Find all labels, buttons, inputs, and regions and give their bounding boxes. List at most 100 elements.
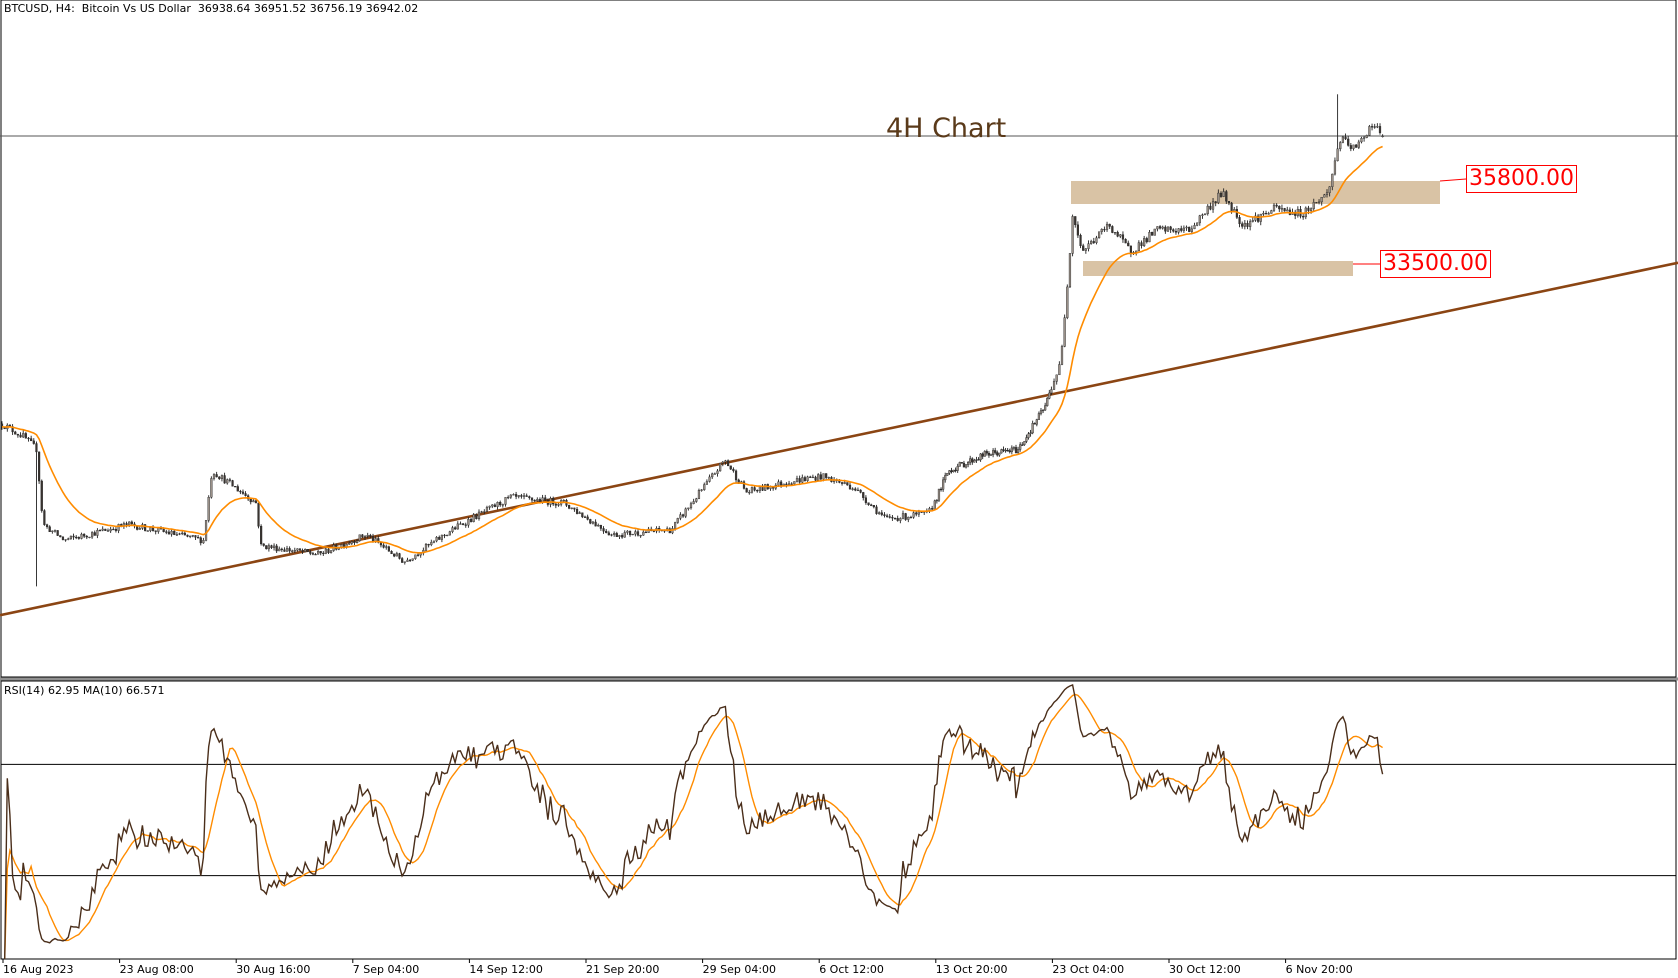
candle-body [674, 522, 677, 529]
candle-body [867, 502, 870, 506]
candle-body [1174, 231, 1178, 233]
candle-body [899, 518, 902, 521]
candle-body [59, 535, 62, 538]
candle-body [1111, 226, 1114, 233]
candle-body [288, 548, 291, 552]
candle-body [1286, 209, 1289, 212]
candle-body [891, 516, 894, 519]
candle-body [38, 451, 41, 482]
level-label-33500[interactable]: 33500.00 [1380, 250, 1491, 278]
candle-body [1014, 447, 1018, 454]
candle-body [578, 512, 581, 514]
candle-body [257, 502, 260, 527]
candle-body [697, 490, 701, 499]
candle-body [886, 515, 889, 517]
candle-body [488, 505, 491, 508]
candle-body [507, 496, 510, 499]
candle-body [684, 508, 687, 517]
candle-body [324, 548, 327, 554]
candle-body [83, 533, 86, 537]
candle-body [989, 454, 993, 456]
candle-body [93, 532, 96, 536]
candle-body [780, 481, 783, 486]
candle-body [1127, 242, 1130, 247]
candle-body [275, 545, 278, 552]
candle-body [204, 520, 208, 541]
candle-body [438, 537, 441, 540]
candle-body [1235, 209, 1238, 218]
candle-body [475, 514, 478, 520]
candle-body [1105, 223, 1109, 230]
candle-body [1172, 229, 1175, 232]
candle-body [114, 528, 118, 531]
candle-body [586, 516, 589, 520]
candle-body [459, 523, 462, 525]
candle-body [985, 451, 988, 454]
candle-body [605, 530, 608, 533]
candle-body [24, 433, 27, 439]
candle-body [1203, 213, 1207, 215]
candle-body [1264, 212, 1268, 215]
rsi-pane-border [0, 680, 1677, 960]
x-tick-label: 6 Oct 12:00 [819, 963, 884, 976]
candle-body [719, 463, 722, 472]
candle-body [1201, 214, 1204, 216]
candle-body [1158, 226, 1162, 229]
candle-body [501, 504, 504, 506]
candle-body [1082, 245, 1085, 251]
price-pane-border [0, 0, 1677, 678]
candle-body [1140, 242, 1143, 246]
candle-body [971, 458, 974, 463]
x-tick-label: 30 Oct 12:00 [1169, 963, 1241, 976]
candle-body [613, 533, 616, 535]
candle-body [265, 545, 268, 550]
candle-body [1035, 419, 1038, 425]
candle-body [348, 543, 351, 545]
candle-body [870, 504, 873, 506]
x-tick-label: 21 Sep 20:00 [586, 963, 660, 976]
candle-body [1196, 222, 1199, 226]
candle-body [244, 493, 247, 496]
candle-body [711, 473, 714, 478]
candle-body [293, 550, 296, 552]
candle-body [954, 469, 957, 472]
level-label-35800[interactable]: 35800.00 [1466, 165, 1577, 193]
candle-body [1137, 242, 1140, 252]
candle-body [878, 512, 881, 514]
candle-body [231, 480, 234, 487]
candle-body [149, 527, 152, 531]
candle-body [756, 490, 759, 492]
candle-body [880, 512, 883, 515]
candle-body [1121, 234, 1125, 240]
candle-body [962, 462, 966, 468]
candle-body [1225, 191, 1228, 202]
candle-body [652, 530, 655, 532]
candle-body [175, 534, 178, 536]
candle-body [570, 507, 573, 509]
candle-body [1012, 447, 1016, 449]
candle-body [154, 530, 157, 532]
candle-body [840, 482, 844, 484]
candle-body [893, 517, 897, 520]
candle-body [958, 462, 961, 467]
candle-body [1095, 237, 1098, 243]
candle-body [1161, 226, 1164, 229]
candle-body [138, 528, 141, 530]
rsi-header: RSI(14) 62.95 MA(10) 66.571 [4, 684, 165, 697]
candle-body [827, 477, 830, 479]
x-tick-label: 14 Sep 12:00 [469, 963, 543, 976]
candle-body [146, 530, 149, 532]
candle-body [909, 516, 913, 519]
candle-body [1004, 449, 1007, 452]
candle-body [327, 548, 330, 553]
candle-body [241, 491, 245, 494]
candle-body [1193, 225, 1196, 230]
candle-body [291, 550, 294, 552]
candle-body [515, 494, 518, 497]
candle-body [143, 524, 147, 531]
candle-body [512, 494, 515, 496]
candle-body [1039, 410, 1043, 414]
candle-body [975, 459, 978, 461]
candle-body [369, 535, 372, 537]
candle-body [695, 498, 698, 502]
